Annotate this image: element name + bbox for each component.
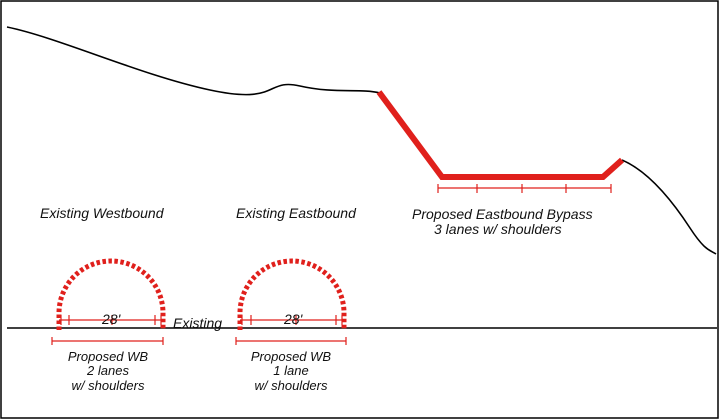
eastbound-tunnel-arch	[237, 258, 347, 330]
proposed-wb-1lane-shoulders: w/ shoulders	[255, 378, 328, 393]
proposed-wb-2lane-shoulders: w/ shoulders	[72, 378, 145, 393]
westbound-tunnel-dimension-line	[59, 315, 163, 325]
bypass-dimension-line	[437, 184, 612, 193]
proposed-wb-2lane-dimension-line	[51, 337, 164, 345]
eastbound-tunnel-dimension-line	[240, 315, 344, 325]
proposed-wb-1lane-title: Proposed WB	[251, 349, 332, 364]
terrain-profile-line	[6, 26, 717, 255]
westbound-tunnel-arch	[56, 258, 166, 330]
proposed-wb-1lane-lanes: 1 lane	[273, 363, 308, 378]
westbound-tunnel-width-label: 28'	[101, 311, 122, 327]
proposed-bypass-subtitle: 3 lanes w/ shoulders	[434, 221, 562, 237]
proposed-bypass-alignment	[376, 90, 625, 180]
proposed-wb-2lane-lanes: 2 lanes	[86, 363, 129, 378]
proposed-wb-2lane-title: Proposed WB	[68, 349, 149, 364]
eastbound-tunnel-width-label: 28'	[283, 311, 304, 327]
existing-eastbound-label: Existing Eastbound	[236, 205, 357, 221]
existing-ground-label: Existing	[173, 315, 222, 331]
proposed-wb-1lane-dimension-line	[235, 337, 347, 345]
existing-westbound-label: Existing Westbound	[40, 205, 165, 221]
proposed-bypass-title: Proposed Eastbound Bypass	[412, 206, 593, 222]
